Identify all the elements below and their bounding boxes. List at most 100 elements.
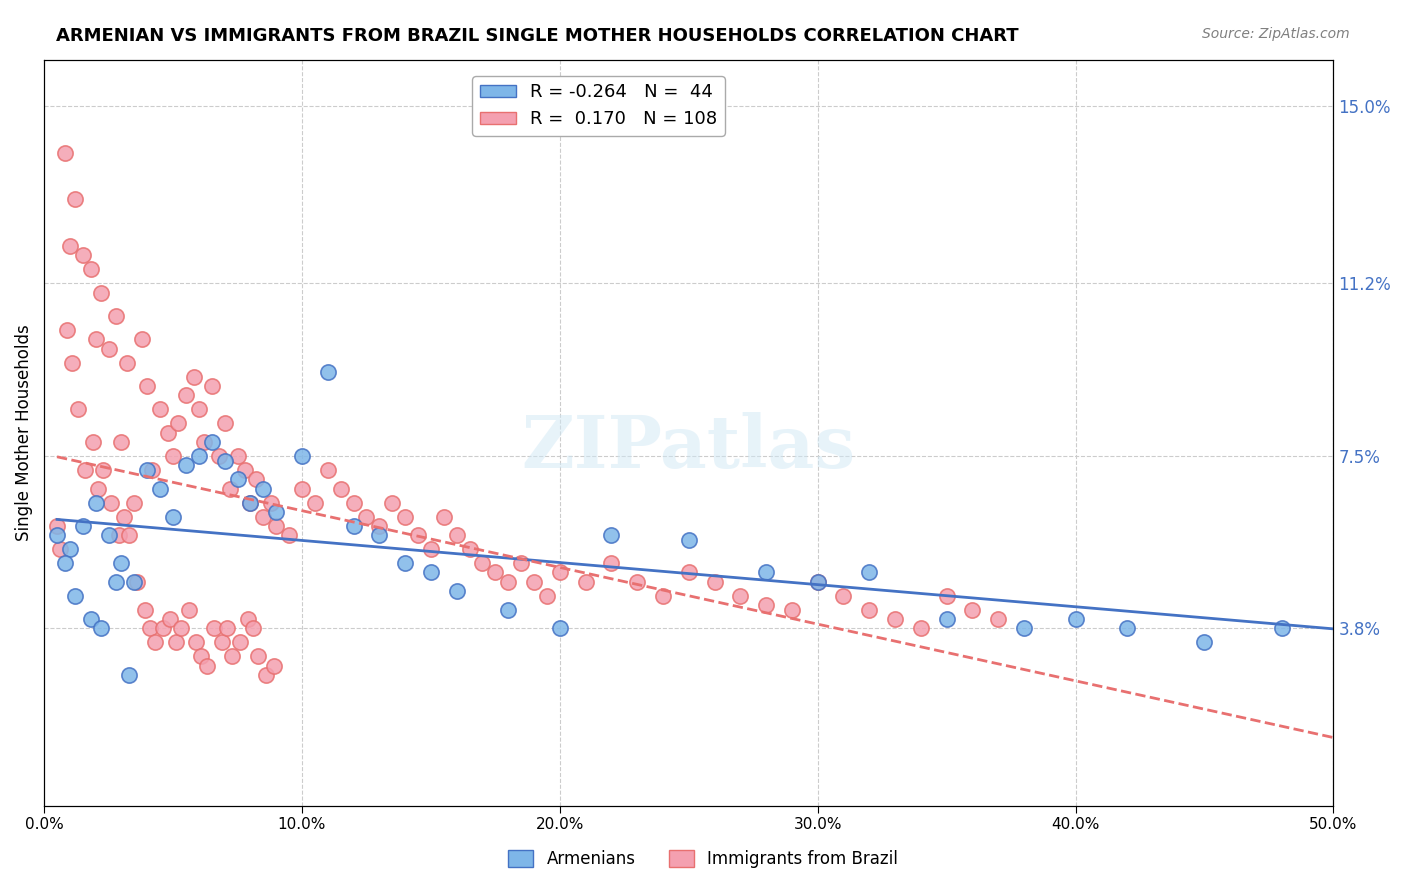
Immigrants from Brazil: [87, 482, 110, 496]
Armenians: [53, 556, 76, 570]
Immigrants from Brazil: [433, 509, 456, 524]
Immigrants from Brazil: [496, 574, 519, 589]
Immigrants from Brazil: [183, 369, 205, 384]
Armenians: [174, 458, 197, 473]
Immigrants from Brazil: [125, 574, 148, 589]
Armenians: [110, 556, 132, 570]
Immigrants from Brazil: [229, 635, 252, 649]
Immigrants from Brazil: [755, 598, 778, 612]
Armenians: [239, 495, 262, 509]
Armenians: [105, 574, 128, 589]
Immigrants from Brazil: [278, 528, 301, 542]
Immigrants from Brazil: [600, 556, 623, 570]
Armenians: [84, 495, 107, 509]
Y-axis label: Single Mother Households: Single Mother Households: [15, 324, 32, 541]
Immigrants from Brazil: [252, 509, 274, 524]
Immigrants from Brazil: [84, 332, 107, 346]
Immigrants from Brazil: [118, 528, 141, 542]
Armenians: [1012, 622, 1035, 636]
Immigrants from Brazil: [910, 622, 932, 636]
Immigrants from Brazil: [177, 603, 200, 617]
Immigrants from Brazil: [90, 285, 112, 300]
Immigrants from Brazil: [139, 622, 162, 636]
Armenians: [149, 482, 172, 496]
Immigrants from Brazil: [93, 463, 115, 477]
Immigrants from Brazil: [703, 574, 725, 589]
Immigrants from Brazil: [59, 239, 82, 253]
Armenians: [342, 519, 364, 533]
Immigrants from Brazil: [239, 495, 262, 509]
Immigrants from Brazil: [217, 622, 239, 636]
Immigrants from Brazil: [356, 509, 378, 524]
Immigrants from Brazil: [458, 542, 481, 557]
Immigrants from Brazil: [221, 649, 243, 664]
Immigrants from Brazil: [97, 342, 120, 356]
Immigrants from Brazil: [304, 495, 326, 509]
Immigrants from Brazil: [218, 482, 240, 496]
Immigrants from Brazil: [141, 463, 163, 477]
Immigrants from Brazil: [211, 635, 233, 649]
Immigrants from Brazil: [807, 574, 830, 589]
Armenians: [368, 528, 391, 542]
Text: ARMENIAN VS IMMIGRANTS FROM BRAZIL SINGLE MOTHER HOUSEHOLDS CORRELATION CHART: ARMENIAN VS IMMIGRANTS FROM BRAZIL SINGL…: [56, 27, 1019, 45]
Immigrants from Brazil: [214, 417, 236, 431]
Armenians: [807, 574, 830, 589]
Immigrants from Brazil: [134, 603, 156, 617]
Immigrants from Brazil: [46, 519, 69, 533]
Immigrants from Brazil: [368, 519, 391, 533]
Armenians: [755, 566, 778, 580]
Immigrants from Brazil: [247, 649, 270, 664]
Immigrants from Brazil: [193, 434, 215, 449]
Immigrants from Brazil: [136, 379, 159, 393]
Immigrants from Brazil: [100, 495, 122, 509]
Immigrants from Brazil: [226, 449, 249, 463]
Immigrants from Brazil: [66, 402, 89, 417]
Immigrants from Brazil: [75, 463, 97, 477]
Immigrants from Brazil: [186, 635, 208, 649]
Immigrants from Brazil: [446, 528, 468, 542]
Armenians: [600, 528, 623, 542]
Immigrants from Brazil: [254, 668, 277, 682]
Immigrants from Brazil: [678, 566, 700, 580]
Immigrants from Brazil: [201, 379, 224, 393]
Immigrants from Brazil: [406, 528, 429, 542]
Immigrants from Brazil: [108, 528, 131, 542]
Immigrants from Brazil: [131, 332, 153, 346]
Armenians: [79, 612, 101, 626]
Immigrants from Brazil: [536, 589, 558, 603]
Immigrants from Brazil: [381, 495, 404, 509]
Armenians: [226, 472, 249, 486]
Immigrants from Brazil: [156, 425, 179, 440]
Armenians: [63, 589, 86, 603]
Armenians: [419, 566, 441, 580]
Armenians: [162, 509, 184, 524]
Immigrants from Brazil: [523, 574, 546, 589]
Immigrants from Brazil: [316, 463, 339, 477]
Immigrants from Brazil: [884, 612, 907, 626]
Immigrants from Brazil: [152, 622, 174, 636]
Immigrants from Brazil: [143, 635, 166, 649]
Text: Source: ZipAtlas.com: Source: ZipAtlas.com: [1202, 27, 1350, 41]
Armenians: [118, 668, 141, 682]
Armenians: [124, 574, 146, 589]
Armenians: [1194, 635, 1216, 649]
Armenians: [264, 505, 287, 519]
Immigrants from Brazil: [626, 574, 648, 589]
Armenians: [496, 603, 519, 617]
Armenians: [1116, 622, 1139, 636]
Immigrants from Brazil: [962, 603, 984, 617]
Immigrants from Brazil: [236, 612, 259, 626]
Immigrants from Brazil: [159, 612, 181, 626]
Immigrants from Brazil: [105, 309, 128, 323]
Immigrants from Brazil: [858, 603, 880, 617]
Immigrants from Brazil: [202, 622, 225, 636]
Immigrants from Brazil: [63, 193, 86, 207]
Armenians: [446, 584, 468, 599]
Immigrants from Brazil: [394, 509, 416, 524]
Immigrants from Brazil: [167, 417, 190, 431]
Immigrants from Brazil: [419, 542, 441, 557]
Immigrants from Brazil: [174, 388, 197, 402]
Immigrants from Brazil: [149, 402, 172, 417]
Armenians: [252, 482, 274, 496]
Immigrants from Brazil: [510, 556, 533, 570]
